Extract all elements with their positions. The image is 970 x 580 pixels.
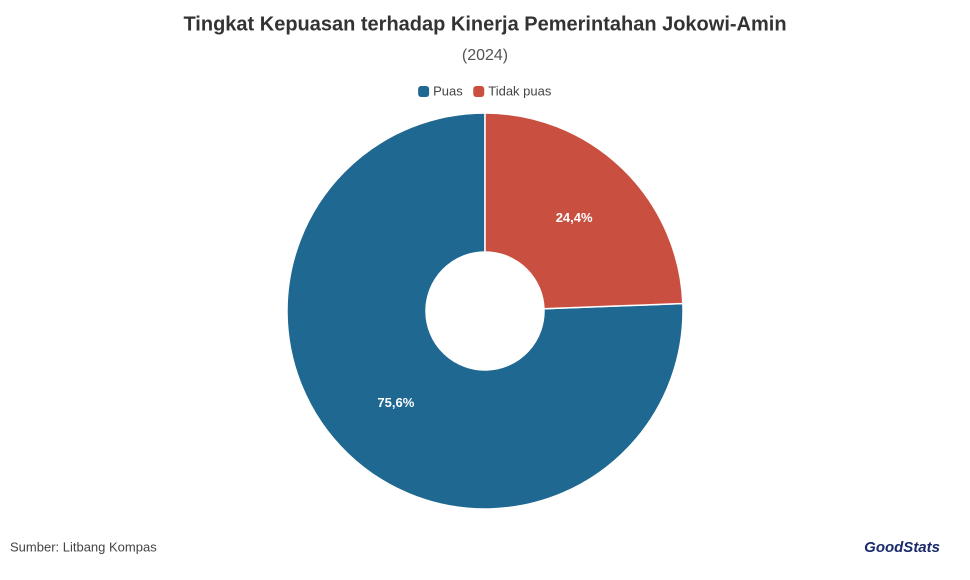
legend-swatch: [418, 86, 430, 97]
value-label: 75,6%: [377, 395, 414, 410]
legend-label: Puas: [433, 83, 463, 98]
slice: [286, 112, 684, 510]
chart-title: Tingkat Kepuasan terhadap Kinerja Pemeri…: [183, 13, 786, 35]
slice: [484, 112, 684, 310]
value-label: 24,4%: [556, 210, 593, 225]
chart-subtitle: (2024): [462, 47, 508, 64]
legend: Puas Tidak puas: [418, 83, 552, 98]
legend-label: Tidak puas: [488, 83, 552, 98]
source: Sumber: Litbang Kompas: [10, 539, 157, 554]
legend-swatch: [473, 86, 485, 97]
logo: GoodStats: [864, 539, 940, 556]
